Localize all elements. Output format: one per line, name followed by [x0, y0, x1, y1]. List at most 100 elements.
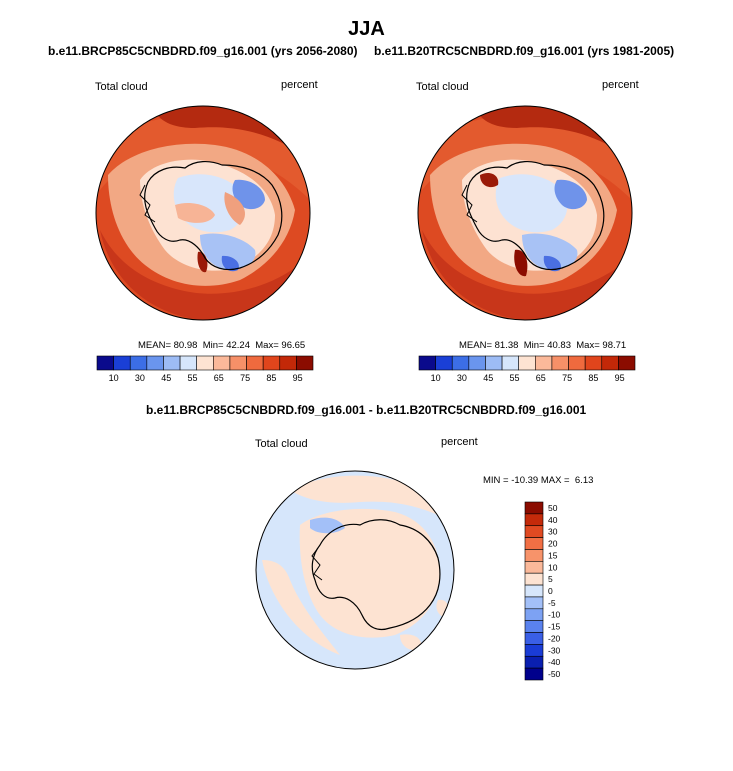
- panel1-coastline: [144, 161, 283, 271]
- panel2-colorbar-swatch: [418, 355, 436, 371]
- panel3-colorbar-tick-label: 50: [548, 503, 558, 513]
- panel1-variable-label: Total cloud: [95, 81, 148, 93]
- panel3-colorbar-tick-label: -50: [548, 669, 561, 679]
- panel1-colorbar-swatch: [163, 355, 181, 371]
- panel2-colorbar-tick-label: 55: [509, 373, 519, 383]
- panel2-stats: MEAN= 81.38 Min= 40.83 Max= 98.71: [459, 340, 627, 351]
- panel1-colorbar-swatch: [279, 355, 297, 371]
- panel1-colorbar-tick-label: 55: [187, 373, 197, 383]
- panel3-map-border: [255, 470, 455, 670]
- panel2-colorbar-tick-label: 30: [457, 373, 467, 383]
- figure-title: JJA: [348, 18, 385, 40]
- panel2-colorbar-swatch: [584, 355, 603, 371]
- panel3-colorbar-tick-label: -5: [548, 598, 556, 608]
- panel3-colorbar-tick-label: 15: [548, 550, 558, 560]
- panel2-colorbar-swatch: [535, 355, 553, 371]
- panel3-colorbar-tick-label: -20: [548, 633, 561, 643]
- panel3-colorbar-tick-label: 30: [548, 527, 558, 537]
- panel1-units-label: percent: [281, 79, 318, 91]
- panel1-map-border: [95, 105, 311, 321]
- panel3-stats: MIN = -10.39 MAX = 6.13: [483, 475, 594, 486]
- panel2-colorbar-tick-label: 10: [431, 373, 441, 383]
- panel2-coastline: [466, 161, 605, 271]
- panel2-variable-label: Total cloud: [416, 81, 469, 93]
- panel1-colorbar-swatch: [229, 355, 247, 371]
- panel3-units-label: percent: [441, 436, 478, 448]
- panel2-colorbar: 10 30 45 55 65 75 85 95: [418, 355, 636, 383]
- panel2-colorbar-tick-label: 95: [615, 373, 625, 383]
- panel2-colorbar-swatch: [601, 355, 619, 371]
- panel3-colorbar-tick-label: -15: [548, 622, 561, 632]
- panel1-colorbar-swatch: [196, 355, 214, 371]
- panel2-colorbar-swatch: [485, 355, 503, 371]
- panel3-colorbar-swatch: [524, 513, 544, 527]
- panel2-title: b.e11.B20TRC5CNBDRD.f09_g16.001 (yrs 198…: [374, 44, 675, 58]
- panel1-colorbar-tick-label: 85: [266, 373, 276, 383]
- panel1-colorbar-swatch: [113, 355, 131, 371]
- panel3-coastline: [311, 519, 441, 631]
- panel2-colorbar-tick-label: 65: [536, 373, 546, 383]
- panel1-colorbar-swatch: [129, 355, 148, 371]
- panel2-colorbar-tick-label: 75: [562, 373, 572, 383]
- panel1-colorbar-tick-label: 95: [293, 373, 303, 383]
- panel1-colorbar-swatch: [179, 355, 197, 371]
- panel2-map: [418, 106, 632, 320]
- panel3-colorbar-swatch: [524, 525, 544, 538]
- panel1-colorbar-swatch: [213, 355, 231, 371]
- panel3-colorbar-swatch: [524, 608, 544, 621]
- panel1-colorbar-tick-label: 30: [135, 373, 145, 383]
- panel3-colorbar-swatch: [524, 644, 544, 657]
- panel1-colorbar-swatch: [146, 355, 164, 371]
- panel1-colorbar-swatch: [96, 355, 114, 371]
- panel3-peninsula: [311, 547, 323, 581]
- panel2-colorbar-swatch: [518, 355, 536, 371]
- panel3-colorbar-swatch: [524, 584, 544, 598]
- panel3-colorbar-tick-label: 0: [548, 586, 553, 596]
- panel3-colorbar-tick-label: 20: [548, 539, 558, 549]
- panel2-colorbar-swatch: [435, 355, 453, 371]
- panel2-colorbar-swatch: [451, 355, 470, 371]
- panel3-colorbar-swatch: [524, 620, 544, 633]
- panel2-colorbar-swatch: [568, 355, 586, 371]
- panel3-colorbar-tick-label: -40: [548, 657, 561, 667]
- panel3-colorbar-swatch: [524, 632, 544, 645]
- panel1-colorbar-swatch: [262, 355, 281, 371]
- panel1-map: [96, 106, 310, 320]
- panel2-units-label: percent: [602, 79, 639, 91]
- panel3-colorbar-swatch: [524, 549, 544, 562]
- panel1-colorbar-swatch: [246, 355, 264, 371]
- panel3-title: b.e11.BRCP85C5CNBDRD.f09_g16.001 - b.e11…: [146, 403, 587, 417]
- panel3-colorbar-swatch: [524, 572, 544, 586]
- panel3-colorbar-tick-label: 5: [548, 574, 553, 584]
- panel2-colorbar-swatch: [618, 355, 636, 371]
- panel3-variable-label: Total cloud: [255, 438, 308, 450]
- panel3-colorbar-swatch: [524, 596, 544, 610]
- panel2-colorbar-swatch: [501, 355, 519, 371]
- panel3-map: [256, 471, 454, 669]
- panel3-colorbar-swatch: [524, 561, 544, 574]
- panel3-colorbar-tick-label: -10: [548, 610, 561, 620]
- panel1-colorbar-tick-label: 45: [161, 373, 171, 383]
- panel2-colorbar-tick-label: 45: [483, 373, 493, 383]
- panel1-peninsula: [139, 184, 156, 223]
- panel3-colorbar-swatch: [524, 655, 544, 669]
- panel2-colorbar-swatch: [468, 355, 486, 371]
- panel2-colorbar-swatch: [551, 355, 569, 371]
- panel3-colorbar-tick-label: 10: [548, 562, 558, 572]
- panel2-colorbar-tick-label: 85: [588, 373, 598, 383]
- panel1-colorbar: 10 30 45 55 65 75 85 95: [96, 355, 314, 383]
- panel2-peninsula: [461, 184, 478, 223]
- panel3-colorbar-tick-label: 40: [548, 515, 558, 525]
- panel3-colorbar-swatch: [524, 667, 544, 681]
- panel3-colorbar-swatch: [524, 537, 544, 550]
- panel3-colorbar-tick-label: -30: [548, 645, 561, 655]
- panel3-colorbar-swatch: [524, 501, 544, 515]
- panel2-map-border: [417, 105, 633, 321]
- panel1-stats: MEAN= 80.98 Min= 42.24 Max= 96.65: [138, 340, 306, 351]
- panel1-colorbar-tick-label: 65: [214, 373, 224, 383]
- panel1-title: b.e11.BRCP85C5CNBDRD.f09_g16.001 (yrs 20…: [48, 44, 358, 58]
- panel1-colorbar-swatch: [296, 355, 314, 371]
- panel1-colorbar-tick-label: 75: [240, 373, 250, 383]
